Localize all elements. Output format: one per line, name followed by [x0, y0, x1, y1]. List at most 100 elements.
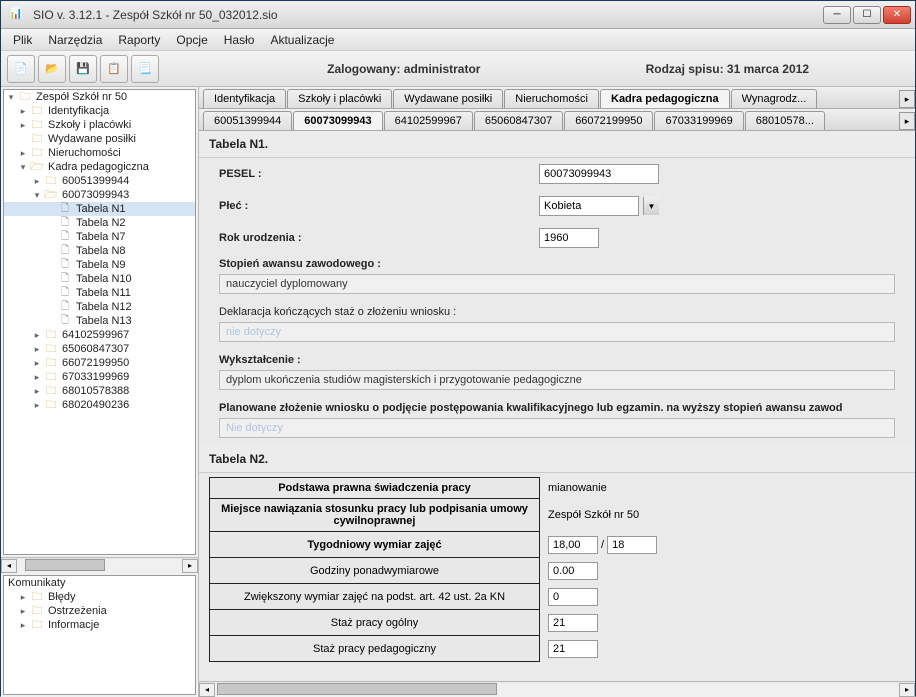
menu-plik[interactable]: Plik [5, 30, 40, 50]
tab[interactable]: 60051399944 [203, 111, 292, 130]
file-icon: 🗋 [58, 259, 72, 271]
tree-item[interactable]: 🗋Tabela N1 [4, 202, 195, 216]
menu-narzędzia[interactable]: Narzędzia [40, 30, 110, 50]
tree-item[interactable]: ▾🗁Kadra pedagogiczna [4, 160, 195, 174]
tab[interactable]: Kadra pedagogiczna [600, 89, 730, 108]
n2-row-label: Podstawa prawna świadczenia pracy [210, 478, 540, 499]
tree-item[interactable]: ▸🗀60051399944 [4, 174, 195, 188]
tab[interactable]: 65060847307 [474, 111, 563, 130]
save-button[interactable]: 💾 [69, 55, 97, 83]
table-row: Podstawa prawna świadczenia pracymianowa… [210, 478, 666, 499]
form-area: Tabela N1. PESEL : Płeć : Kobieta ▼ Rok … [199, 131, 915, 681]
folder-icon: 🗀 [18, 91, 32, 103]
gender-select[interactable]: Kobieta [539, 196, 639, 216]
tab[interactable]: 60073099943 [293, 111, 382, 130]
n2-input[interactable]: 0 [548, 588, 598, 606]
n2-row-label: Staż pracy pedagogiczny [210, 636, 540, 662]
maximize-button[interactable]: ☐ [853, 6, 881, 24]
n2-row-label: Zwiększony wymiar zajęć na podst. art. 4… [210, 584, 540, 610]
n2-input[interactable]: 0.00 [548, 562, 598, 580]
scroll-left-button[interactable]: ◂ [1, 559, 17, 573]
toolbar: 📄 📂 💾 📋 📃 Zalogowany: administrator Rodz… [1, 51, 915, 87]
file-icon: 🗋 [58, 245, 72, 257]
new-button[interactable]: 📄 [7, 55, 35, 83]
tree-item[interactable]: 🗋Tabela N12 [4, 300, 195, 314]
menu-hasło[interactable]: Hasło [216, 30, 263, 50]
pesel-input[interactable] [539, 164, 659, 184]
menu-aktualizacje[interactable]: Aktualizacje [262, 30, 342, 50]
tab[interactable]: Wynagrodz... [731, 89, 818, 108]
tree-item[interactable]: 🗋Tabela N2 [4, 216, 195, 230]
n2-row-value-cell: 18,00 / 18 [540, 532, 666, 558]
tab[interactable]: Identyfikacja [203, 89, 286, 108]
doc2-icon: 📃 [138, 62, 152, 75]
file-icon: 🗋 [58, 287, 72, 299]
degree-label: Stopień awansu zawodowego : [199, 254, 915, 272]
menu-opcje[interactable]: Opcje [168, 30, 215, 50]
n2-input[interactable]: 18,00 [548, 536, 598, 554]
table-row: Staż pracy pedagogiczny 21 [210, 636, 666, 662]
tree-item[interactable]: ▸🗀68020490236 [4, 398, 195, 412]
tab[interactable]: Nieruchomości [504, 89, 599, 108]
education-value: dyplom ukończenia studiów magisterskich … [219, 370, 895, 390]
scroll-right-button[interactable]: ▸ [182, 559, 198, 573]
menu-raporty[interactable]: Raporty [110, 30, 168, 50]
new-icon: 📄 [14, 62, 28, 75]
tabs-level2: 6005139994460073099943641025999676506084… [199, 109, 915, 131]
tab-scroll-right[interactable]: ▸ [899, 112, 915, 130]
chevron-down-icon[interactable]: ▼ [643, 197, 659, 215]
birth-label: Rok urodzenia : [219, 232, 419, 244]
file-icon: 🗋 [58, 315, 72, 327]
tab[interactable]: Wydawane posiłki [393, 89, 503, 108]
file-icon: 🗋 [58, 301, 72, 313]
table-row: Staż pracy ogólny 21 [210, 610, 666, 636]
tab[interactable]: Szkoły i placówki [287, 89, 392, 108]
planned-value: Nie dotyczy [219, 418, 895, 438]
doc1-button[interactable]: 📋 [100, 55, 128, 83]
n2-input[interactable]: 21 [548, 614, 598, 632]
table-row: Miejsce nawiązania stosunku pracy lub po… [210, 499, 666, 532]
tab[interactable]: 64102599967 [384, 111, 473, 130]
message-category[interactable]: ▸🗀Informacje [4, 618, 195, 632]
n2-input[interactable]: 18 [607, 536, 657, 554]
main-scroll-right[interactable]: ▸ [899, 683, 915, 697]
tab[interactable]: 66072199950 [564, 111, 653, 130]
tree-item[interactable]: 🗋Tabela N13 [4, 314, 195, 328]
folder-open-icon: 🗁 [30, 161, 44, 173]
tree-item[interactable]: 🗋Tabela N7 [4, 230, 195, 244]
minimize-button[interactable]: ─ [823, 6, 851, 24]
file-icon: 🗋 [58, 217, 72, 229]
declaration-label: Deklaracja kończących staż o złożeniu wn… [199, 302, 915, 320]
tree-hscroll[interactable]: ◂ ▸ [1, 557, 198, 573]
doc2-button[interactable]: 📃 [131, 55, 159, 83]
tree-item[interactable]: ▸🗀66072199950 [4, 356, 195, 370]
close-button[interactable]: ✕ [883, 6, 911, 24]
tree-item[interactable]: ▸🗀68010578388 [4, 384, 195, 398]
main-hscroll[interactable]: ◂ ▸ [199, 681, 915, 697]
tree-item[interactable]: ▸🗀64102599967 [4, 328, 195, 342]
n2-row-label: Staż pracy ogólny [210, 610, 540, 636]
tree-item[interactable]: 🗋Tabela N10 [4, 272, 195, 286]
app-window: 📊 SIO v. 3.12.1 - Zespół Szkół nr 50_032… [0, 0, 916, 696]
tab-scroll-right[interactable]: ▸ [899, 90, 915, 108]
file-icon: 🗋 [58, 273, 72, 285]
folder-icon: 🗀 [30, 619, 44, 631]
tree-item[interactable]: ▸🗀65060847307 [4, 342, 195, 356]
main-scroll-left[interactable]: ◂ [199, 683, 215, 697]
tree-item[interactable]: ▸🗀67033199969 [4, 370, 195, 384]
birth-input[interactable] [539, 228, 599, 248]
n2-row-label: Miejsce nawiązania stosunku pracy lub po… [210, 499, 540, 532]
tab[interactable]: 67033199969 [654, 111, 743, 130]
open-button[interactable]: 📂 [38, 55, 66, 83]
n2-row-value-cell: 21 [540, 636, 666, 662]
tree-item[interactable]: ▾🗁60073099943 [4, 188, 195, 202]
file-icon: 🗋 [58, 231, 72, 243]
tab[interactable]: 68010578... [745, 111, 825, 130]
tree-item[interactable]: 🗋Tabela N11 [4, 286, 195, 300]
titlebar: 📊 SIO v. 3.12.1 - Zespół Szkół nr 50_032… [1, 1, 915, 29]
tree-item[interactable]: 🗋Tabela N9 [4, 258, 195, 272]
gender-value: Kobieta [544, 200, 581, 212]
table-row: Tygodniowy wymiar zajęć18,00 / 18 [210, 532, 666, 558]
n2-input[interactable]: 21 [548, 640, 598, 658]
tree-item[interactable]: 🗋Tabela N8 [4, 244, 195, 258]
